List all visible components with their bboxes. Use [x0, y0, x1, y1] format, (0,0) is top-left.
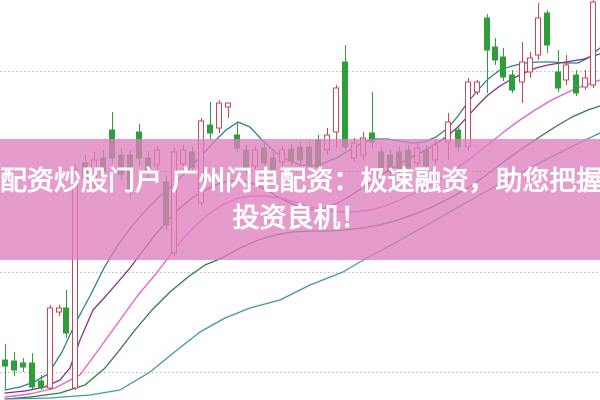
candle-body [527, 57, 533, 73]
promo-text-line1: 配资炒股门户 广州闪电配资：极速融资，助您把握 [0, 165, 600, 197]
candle-body [2, 359, 8, 367]
candle-body [56, 307, 62, 313]
candle-down [509, 70, 515, 93]
candle-body [573, 74, 579, 94]
candle-down [544, 10, 550, 53]
candle-body [492, 46, 498, 61]
candle-up [225, 102, 231, 118]
candle-body [38, 380, 44, 389]
candle-body [63, 307, 69, 334]
candle-down [207, 102, 213, 140]
candle-up [563, 55, 569, 85]
candle-body [563, 64, 569, 81]
candle-body [590, 1, 596, 86]
candle-up [47, 305, 53, 390]
candle-body [544, 12, 550, 46]
candle-body [216, 102, 222, 129]
candle-up [582, 70, 588, 90]
candle-down [573, 70, 579, 96]
candle-down [20, 358, 26, 372]
candle-body [47, 307, 53, 389]
candle-down [342, 45, 348, 151]
candle-body [519, 61, 525, 83]
candle-body [509, 74, 515, 91]
candle-down [500, 48, 506, 81]
candle-body [484, 17, 490, 51]
promo-text-line2: 投资良机！ [232, 202, 368, 234]
candle-up [216, 100, 222, 133]
candle-down [484, 14, 490, 93]
candle-body [500, 56, 506, 78]
candle-up [56, 305, 62, 316]
candle-body [20, 362, 26, 368]
candle-down [555, 50, 561, 92]
candle-down [38, 375, 44, 390]
candle-down [63, 290, 69, 338]
candle-body [207, 124, 213, 134]
candle-body [225, 102, 231, 108]
candle-body [11, 360, 17, 371]
candle-body [342, 61, 348, 148]
candle-up [527, 52, 533, 78]
candle-down [29, 353, 35, 389]
candle-body [465, 81, 471, 148]
candle-up [535, 3, 541, 60]
candle-body [29, 362, 35, 388]
candle-body [474, 81, 480, 93]
candle-up [590, 0, 596, 88]
candle-body [535, 17, 541, 56]
candle-up [333, 85, 339, 148]
promo-banner: 配资炒股门户 广州闪电配资：极速融资，助您把握 投资良机！ [0, 139, 600, 260]
candle-body [582, 77, 588, 88]
candle-down [2, 344, 8, 389]
candle-down [492, 38, 498, 65]
candle-up [519, 42, 525, 103]
candle-body [555, 71, 561, 89]
candle-body [333, 87, 339, 133]
candle-down [11, 352, 17, 376]
candle-up [474, 80, 480, 95]
